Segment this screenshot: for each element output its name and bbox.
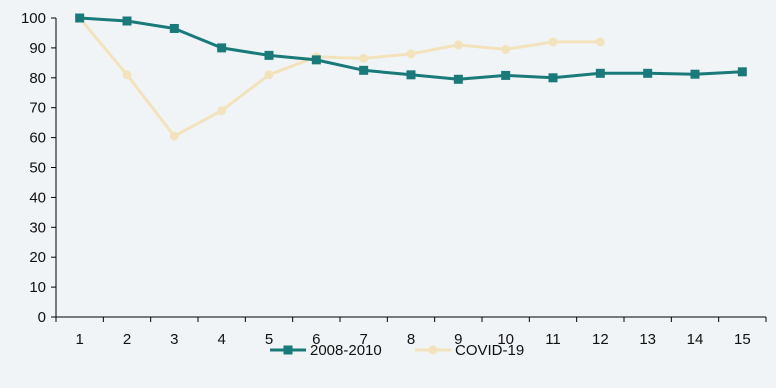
y-tick-label: 90	[29, 40, 46, 57]
x-tick-label: 10	[497, 331, 514, 348]
x-tick-label: 5	[265, 331, 273, 348]
x-tick-label: 8	[407, 331, 415, 348]
data-point-marker	[548, 73, 558, 83]
legend-label: 2008-2010	[310, 342, 382, 359]
x-tick-label: 14	[687, 331, 704, 348]
data-point-marker	[169, 23, 179, 33]
data-point-marker	[595, 37, 605, 47]
data-point-marker	[406, 70, 416, 80]
legend-item: 2008-2010	[270, 342, 382, 359]
x-tick-label: 9	[454, 331, 462, 348]
x-tick-label: 6	[312, 331, 320, 348]
x-tick-label: 2	[123, 331, 131, 348]
data-point-marker	[217, 106, 227, 116]
series-covid-19	[75, 13, 605, 141]
data-point-marker	[264, 70, 274, 80]
x-tick-label: 7	[359, 331, 367, 348]
data-point-marker	[737, 67, 747, 77]
y-tick-label: 20	[29, 249, 46, 266]
legend-item: COVID-19	[415, 342, 524, 359]
y-tick-label: 100	[21, 10, 46, 27]
legend: 2008-2010 COVID-19	[270, 342, 524, 359]
x-tick-label: 1	[75, 331, 83, 348]
series-crisis-2008-2010	[75, 13, 747, 84]
data-point-marker	[548, 37, 558, 47]
legend-label: COVID-19	[455, 342, 524, 359]
data-point-marker	[595, 68, 605, 78]
data-point-marker	[453, 40, 463, 50]
y-tick-label: 40	[29, 189, 46, 206]
data-point-marker	[311, 55, 321, 65]
y-tick-label: 60	[29, 130, 46, 147]
series-lines	[75, 13, 747, 141]
data-point-marker	[169, 131, 179, 141]
y-tick-label: 50	[29, 160, 46, 177]
data-point-marker	[122, 70, 132, 80]
data-point-marker	[264, 50, 274, 60]
series-line	[79, 16, 743, 81]
legend-marker	[283, 345, 293, 355]
x-tick-label: 11	[545, 331, 561, 348]
y-tick-label: 70	[29, 100, 46, 117]
data-point-marker	[643, 68, 653, 78]
y-tick-label: 10	[29, 279, 46, 296]
data-point-marker	[217, 43, 227, 53]
legend-marker	[428, 345, 438, 355]
data-point-marker	[406, 49, 416, 59]
x-tick-label: 3	[170, 331, 178, 348]
series-line	[78, 17, 601, 138]
data-point-marker	[690, 69, 700, 79]
data-point-marker	[453, 74, 463, 84]
x-tick-label: 12	[592, 331, 609, 348]
data-point-marker	[501, 70, 511, 80]
data-point-marker	[359, 53, 369, 63]
y-tick-label: 30	[29, 219, 46, 236]
x-tick-label: 4	[217, 331, 225, 348]
data-point-marker	[359, 65, 369, 75]
y-tick-label: 80	[29, 70, 46, 87]
data-point-marker	[75, 13, 85, 23]
x-tick-label: 15	[734, 331, 751, 348]
y-tick-label: 0	[38, 309, 46, 326]
data-point-marker	[122, 16, 132, 26]
data-point-marker	[501, 44, 511, 54]
x-tick-label: 13	[639, 331, 656, 348]
